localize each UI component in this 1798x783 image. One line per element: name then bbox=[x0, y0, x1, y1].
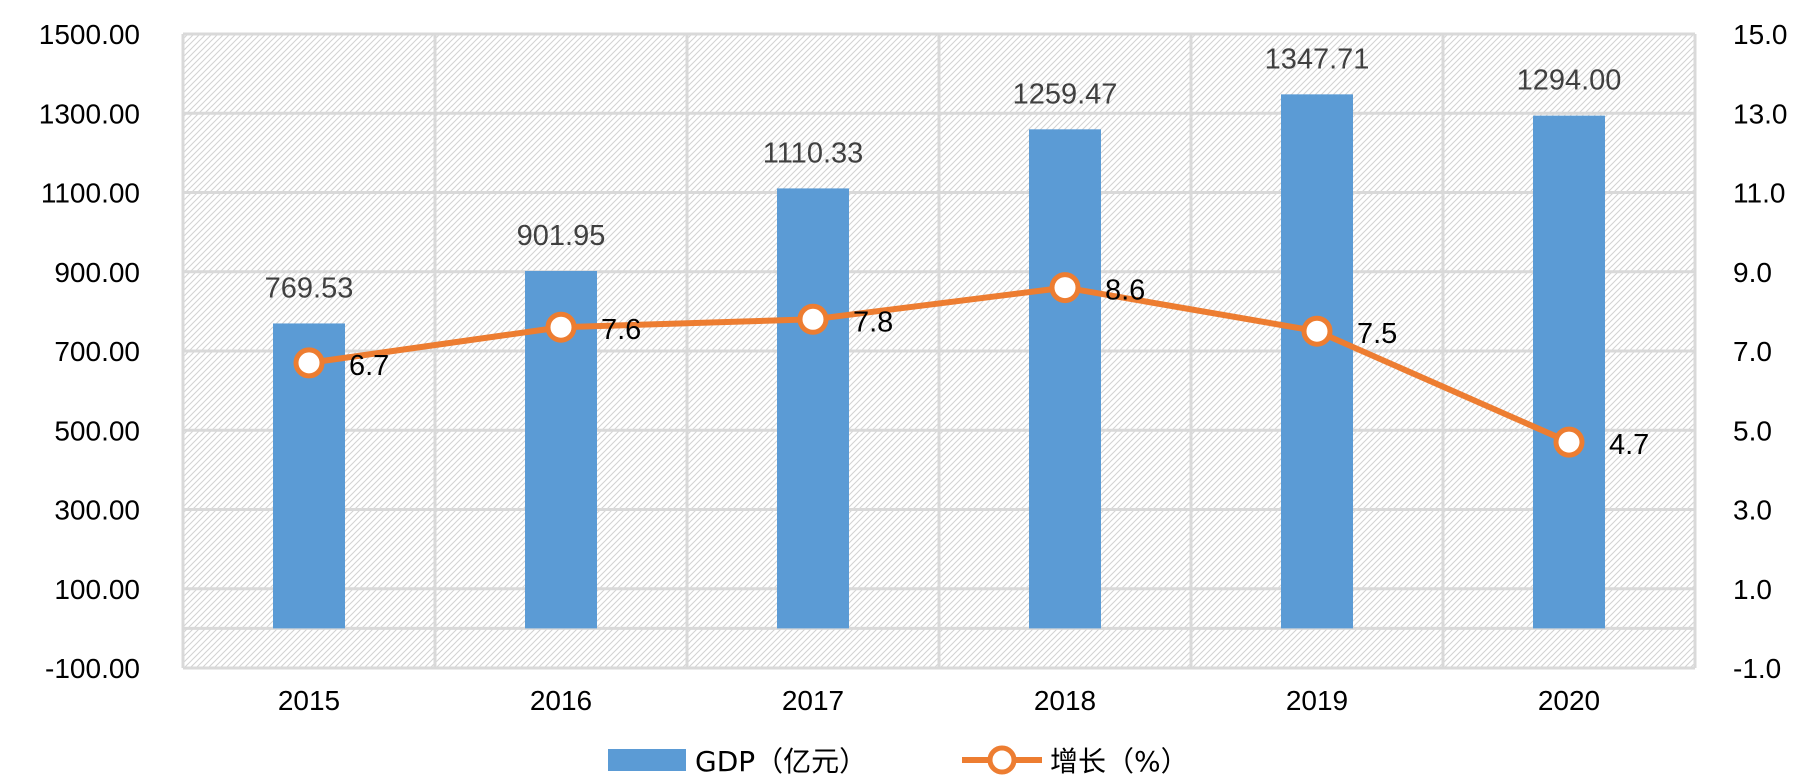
legend-growth-marker bbox=[987, 745, 1017, 775]
growth-point bbox=[1301, 315, 1333, 347]
right-tick-label: 15.0 bbox=[1733, 19, 1788, 50]
gdp-bar bbox=[777, 188, 849, 629]
left-tick-label: 300.00 bbox=[54, 495, 140, 526]
legend-growth-label: 增长（%） bbox=[1050, 745, 1189, 778]
x-tick-label: 2018 bbox=[1034, 685, 1096, 716]
gdp-bar-label: 769.53 bbox=[265, 272, 354, 304]
x-tick-label: 2020 bbox=[1538, 685, 1600, 716]
growth-polyline bbox=[308, 284, 1571, 445]
legend-gdp-label: GDP（亿元） bbox=[695, 745, 867, 778]
x-tick-label: 2019 bbox=[1286, 685, 1348, 716]
growth-line bbox=[293, 272, 1585, 458]
gdp-data-labels: 769.53 901.95 1110.33 1259.47 1347.71 1294.00 bbox=[265, 43, 1622, 304]
left-tick-label: 1100.00 bbox=[41, 178, 140, 209]
left-tick-label: 500.00 bbox=[54, 415, 140, 446]
left-tick-label: 100.00 bbox=[54, 574, 140, 605]
gdp-bar-label: 1294.00 bbox=[1517, 65, 1622, 97]
left-tick-label: 1500.00 bbox=[39, 19, 140, 50]
left-tick-label: 700.00 bbox=[54, 336, 140, 367]
right-tick-label: -1.0 bbox=[1733, 653, 1781, 684]
gdp-bars bbox=[273, 94, 1605, 629]
gridlines bbox=[181, 32, 1697, 670]
right-tick-label: 5.0 bbox=[1733, 415, 1772, 446]
x-tick-label: 2017 bbox=[782, 685, 844, 716]
growth-point-label: 6.7 bbox=[349, 350, 389, 382]
right-tick-label: 9.0 bbox=[1733, 257, 1772, 288]
right-tick-label: 3.0 bbox=[1733, 495, 1772, 526]
right-tick-label: 13.0 bbox=[1733, 98, 1788, 129]
growth-point bbox=[545, 311, 577, 343]
right-tick-label: 11.0 bbox=[1733, 178, 1785, 209]
growth-point bbox=[1049, 272, 1081, 304]
left-tick-label: 1300.00 bbox=[39, 98, 140, 129]
gdp-bar bbox=[1029, 129, 1101, 629]
x-tick-label: 2016 bbox=[530, 685, 592, 716]
gdp-bar-label: 1110.33 bbox=[763, 137, 864, 169]
x-axis-ticks: 2015 2016 2017 2018 2019 2020 bbox=[278, 685, 1600, 716]
right-tick-label: 1.0 bbox=[1733, 574, 1772, 605]
growth-point-label: 7.5 bbox=[1357, 318, 1397, 350]
gdp-bar-label: 1347.71 bbox=[1265, 43, 1370, 75]
growth-point-label: 4.7 bbox=[1609, 429, 1649, 461]
right-tick-label: 7.0 bbox=[1733, 336, 1772, 367]
legend: GDP（亿元） 增长（%） bbox=[608, 745, 1189, 778]
growth-point bbox=[293, 347, 325, 379]
growth-data-labels: 6.7 7.6 7.8 8.6 7.5 4.7 bbox=[349, 275, 1649, 462]
left-axis-ticks: -100.00 100.00 300.00 500.00 700.00 900.00 110… bbox=[39, 19, 140, 684]
growth-point bbox=[797, 303, 829, 335]
x-tick-label: 2015 bbox=[278, 685, 340, 716]
gdp-bar-label: 901.95 bbox=[517, 220, 606, 252]
growth-point-label: 7.6 bbox=[601, 314, 641, 346]
left-tick-label: 900.00 bbox=[54, 257, 140, 288]
growth-point-label: 8.6 bbox=[1105, 275, 1145, 307]
growth-point bbox=[1553, 426, 1585, 458]
right-axis-ticks: -1.0 1.0 3.0 5.0 7.0 9.0 11.0 13.0 15.0 bbox=[1733, 19, 1788, 684]
gdp-bar bbox=[1281, 94, 1353, 629]
growth-point-label: 7.8 bbox=[853, 306, 893, 338]
left-tick-label: -100.00 bbox=[45, 653, 140, 684]
gdp-bar-label: 1259.47 bbox=[1013, 78, 1118, 110]
gdp-bar bbox=[1533, 115, 1605, 629]
legend-gdp-swatch bbox=[608, 749, 686, 771]
